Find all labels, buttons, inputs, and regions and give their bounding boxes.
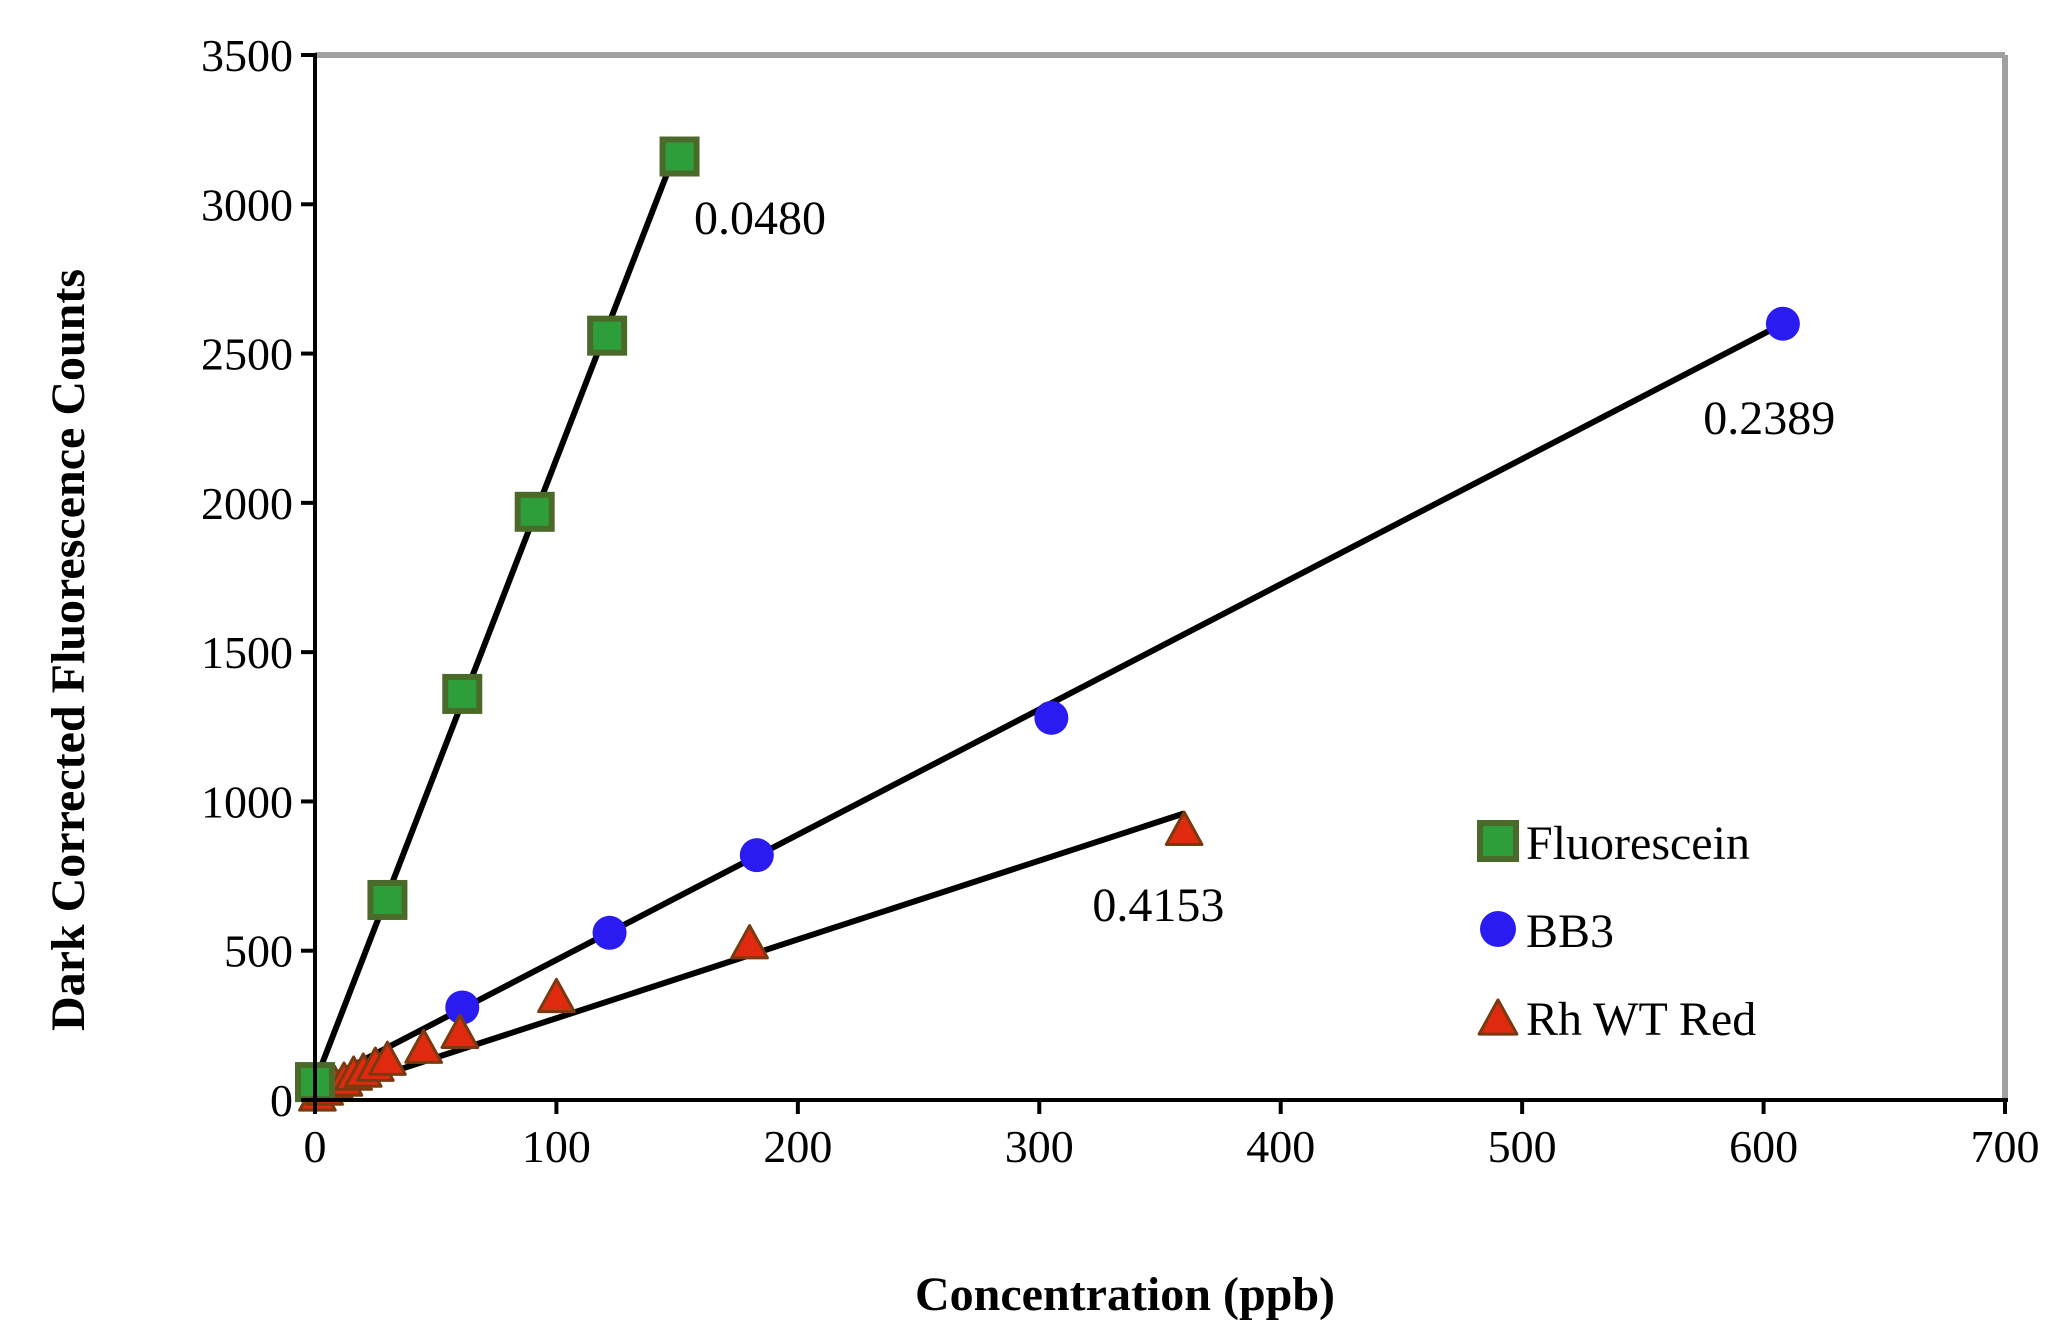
- marker-triangle: [404, 1028, 443, 1064]
- marker-circle: [445, 990, 480, 1025]
- marker-square: [587, 315, 628, 356]
- legend-label: Rh WT Red: [1526, 993, 1756, 1046]
- marker-triangle: [1477, 998, 1519, 1036]
- marker-triangle: [537, 977, 576, 1014]
- legend-entry: BB3: [1480, 905, 1614, 958]
- y-tick-label: 3000: [201, 179, 293, 230]
- marker-circle: [739, 838, 774, 873]
- y-axis-title: Dark Corrected Fluorescence Counts: [42, 269, 95, 1031]
- marker-circle: [592, 915, 627, 950]
- slope-label: 0.4153: [1092, 879, 1224, 932]
- marker-square: [659, 136, 700, 177]
- x-tick-label: 100: [522, 1121, 591, 1172]
- legend-entry: Rh WT Red: [1477, 993, 1756, 1046]
- legend: Fluorescein BB3 Rh WT Red: [1477, 817, 1756, 1046]
- marker-circle: [1480, 911, 1516, 947]
- marker-square: [367, 879, 408, 920]
- legend-label: BB3: [1526, 905, 1614, 958]
- x-tick-label: 300: [1005, 1121, 1074, 1172]
- x-tick-label: 600: [1729, 1121, 1798, 1172]
- marker-triangle: [368, 1040, 407, 1076]
- y-tick-label: 0: [270, 1075, 293, 1126]
- x-tick-label: 400: [1246, 1121, 1315, 1172]
- marker-square: [1477, 820, 1519, 862]
- axes: 0 500 1000 1500 2000 2500 3000 3500 0 100 200 300 40…: [201, 30, 2040, 1172]
- x-tick-label: 700: [1971, 1121, 2040, 1172]
- marker-triangle: [440, 1013, 480, 1049]
- y-tick-label: 3500: [201, 30, 293, 81]
- marker-circle: [1034, 700, 1069, 735]
- x-tick-label: 0: [304, 1121, 327, 1172]
- marker-triangle: [1164, 810, 1204, 846]
- data-markers: [295, 136, 1800, 1112]
- marker-circle: [1765, 306, 1800, 341]
- x-tick-label: 200: [763, 1121, 832, 1172]
- series-fluorescein: [295, 136, 700, 1103]
- slope-label: 0.0480: [694, 192, 826, 245]
- slope-labels: 0.0480 0.2389 0.4153: [694, 192, 1835, 932]
- fit-line: [312, 146, 680, 1084]
- slope-label: 0.2389: [1703, 392, 1835, 445]
- legend-label: Fluorescein: [1526, 817, 1750, 870]
- legend-entry: Fluorescein: [1477, 817, 1750, 870]
- plot-frame: [315, 52, 2008, 1100]
- y-tick-label: 2000: [201, 478, 293, 529]
- marker-triangle: [730, 924, 769, 960]
- y-tick-label: 2500: [201, 329, 293, 380]
- y-tick-label: 500: [224, 926, 293, 977]
- y-tick-label: 1500: [201, 627, 293, 678]
- marker-square: [514, 491, 555, 532]
- marker-square: [442, 673, 483, 714]
- x-tick-label: 500: [1488, 1121, 1557, 1172]
- series-rh-wt-red: [298, 810, 1204, 1112]
- y-tick-label: 1000: [201, 776, 293, 827]
- series-bb3: [298, 306, 1800, 1103]
- x-axis-title: Concentration (ppb): [915, 1268, 1335, 1321]
